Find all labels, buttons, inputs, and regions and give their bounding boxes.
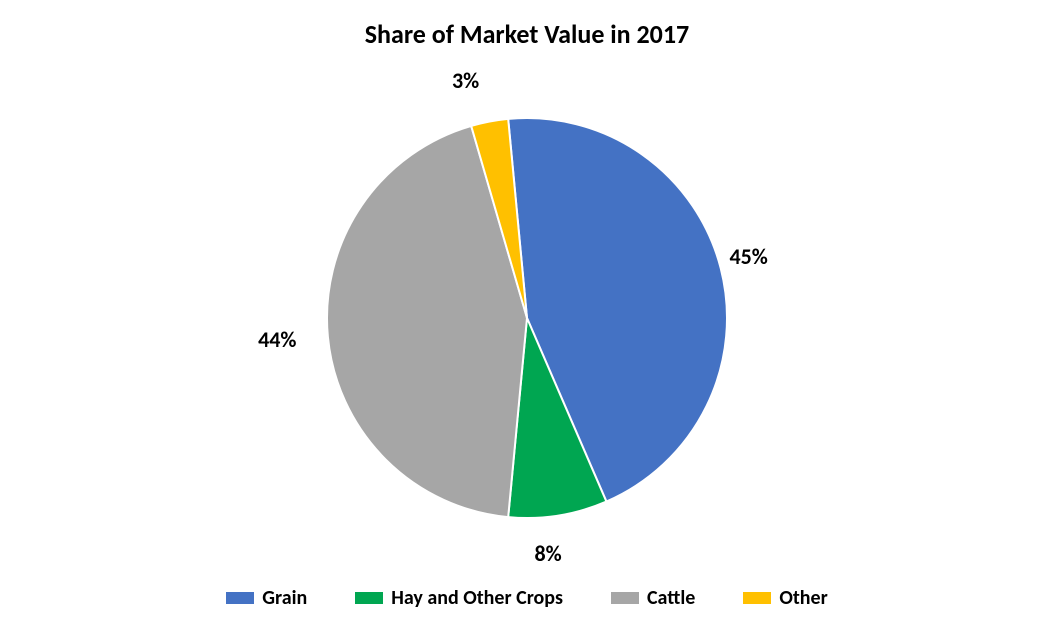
legend-label-cattle: Cattle bbox=[647, 586, 695, 610]
chart-container: Share of Market Value in 2017 45% 8% 44%… bbox=[0, 0, 1054, 628]
legend-item-cattle: Cattle bbox=[611, 586, 695, 610]
legend-item-other: Other bbox=[743, 586, 827, 610]
data-label-grain: 45% bbox=[729, 243, 767, 270]
legend-swatch-hay bbox=[355, 592, 383, 604]
data-label-cattle: 44% bbox=[258, 326, 296, 353]
data-label-hay: 8% bbox=[535, 540, 562, 567]
legend: Grain Hay and Other Crops Cattle Other bbox=[0, 586, 1054, 610]
legend-label-grain: Grain bbox=[262, 586, 307, 610]
legend-label-other: Other bbox=[779, 586, 827, 610]
data-label-other: 3% bbox=[452, 67, 479, 94]
legend-item-grain: Grain bbox=[226, 586, 307, 610]
legend-swatch-grain bbox=[226, 592, 254, 604]
legend-item-hay: Hay and Other Crops bbox=[355, 586, 563, 610]
chart-title: Share of Market Value in 2017 bbox=[0, 18, 1054, 50]
legend-swatch-cattle bbox=[611, 592, 639, 604]
legend-label-hay: Hay and Other Crops bbox=[391, 586, 563, 610]
pie-svg bbox=[0, 60, 1054, 576]
pie-area bbox=[0, 60, 1054, 576]
legend-swatch-other bbox=[743, 592, 771, 604]
